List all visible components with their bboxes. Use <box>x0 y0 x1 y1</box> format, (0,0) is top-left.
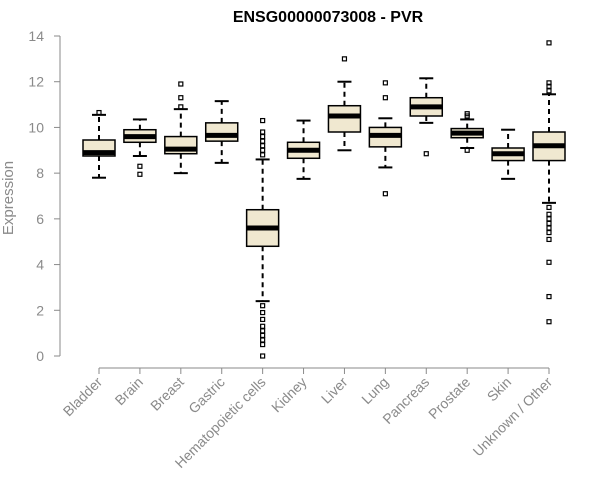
box-unknown-other <box>532 40 566 325</box>
outlier-point <box>546 204 552 211</box>
box-brain <box>123 118 157 177</box>
box-prostate <box>450 111 484 153</box>
outlier-point <box>260 303 266 309</box>
outlier-point <box>178 104 184 110</box>
outlier-point <box>260 323 266 329</box>
x-tick-label: Skin <box>484 374 515 405</box>
x-tick-label: Liver <box>318 374 351 407</box>
outlier-point <box>260 309 266 316</box>
outlier-point <box>546 40 552 46</box>
box-gastric <box>204 100 239 164</box>
y-tick-label: 14 <box>28 28 44 44</box>
outlier-point <box>382 80 388 86</box>
y-tick-label: 4 <box>36 257 44 273</box>
outlier-point <box>178 81 184 87</box>
outlier-point <box>260 147 266 153</box>
outlier-point <box>178 95 184 101</box>
outlier-point <box>260 129 266 135</box>
outlier-point <box>546 319 552 325</box>
box-pancreas <box>409 77 444 157</box>
box-body <box>327 104 362 133</box>
box-body <box>204 122 239 142</box>
x-tick-label: Breast <box>147 374 187 414</box>
x-tick-label: Brain <box>112 374 146 408</box>
outlier-point <box>546 293 552 300</box>
outlier-point <box>546 220 552 227</box>
box-kidney <box>286 119 321 180</box>
outlier-point <box>546 225 552 231</box>
outlier-point <box>260 143 266 149</box>
outlier-point <box>546 211 552 217</box>
outlier-point <box>382 95 388 101</box>
box-hematopoietic-cells <box>245 117 280 359</box>
outlier-point <box>260 316 266 323</box>
outlier-point <box>260 117 266 124</box>
chart-title: ENSG00000073008 - PVR <box>233 9 424 26</box>
x-tick-label: Bladder <box>60 374 106 420</box>
outlier-point <box>260 332 266 339</box>
outlier-point <box>260 133 266 140</box>
outlier-point <box>546 236 552 243</box>
outlier-point <box>546 259 552 265</box>
outlier-point <box>423 151 429 157</box>
y-tick-label: 10 <box>28 119 44 135</box>
outlier-point <box>546 83 552 89</box>
outlier-point <box>137 163 143 169</box>
x-tick-label: Lung <box>358 374 391 407</box>
outlier-point <box>96 109 102 116</box>
outlier-point <box>382 191 388 197</box>
box-breast <box>164 81 198 175</box>
y-tick-label: 2 <box>36 302 44 318</box>
outlier-point <box>546 88 552 94</box>
outlier-point <box>464 113 470 119</box>
box-lung <box>368 80 403 197</box>
outlier-point <box>260 353 266 359</box>
x-tick-label: Kidney <box>268 374 310 416</box>
outlier-point <box>464 147 470 153</box>
x-tick-label: Prostate <box>425 374 473 422</box>
outlier-point <box>260 138 266 144</box>
outlier-point <box>260 341 266 348</box>
outlier-point <box>341 56 348 62</box>
y-tick-label: 6 <box>36 211 44 227</box>
outlier-point <box>546 216 552 222</box>
box-skin <box>491 128 525 180</box>
box-bladder <box>82 109 116 179</box>
outlier-point <box>260 328 266 334</box>
y-axis-title: Expression <box>0 161 17 235</box>
outlier-point <box>137 171 143 177</box>
y-tick-label: 8 <box>36 165 44 181</box>
boxes <box>82 40 566 359</box>
y-tick-label: 0 <box>36 348 44 364</box>
outlier-point <box>260 152 266 158</box>
y-tick-label: 12 <box>28 74 44 90</box>
outlier-point <box>546 229 552 236</box>
box-liver <box>327 56 362 152</box>
outlier-point <box>260 337 266 343</box>
